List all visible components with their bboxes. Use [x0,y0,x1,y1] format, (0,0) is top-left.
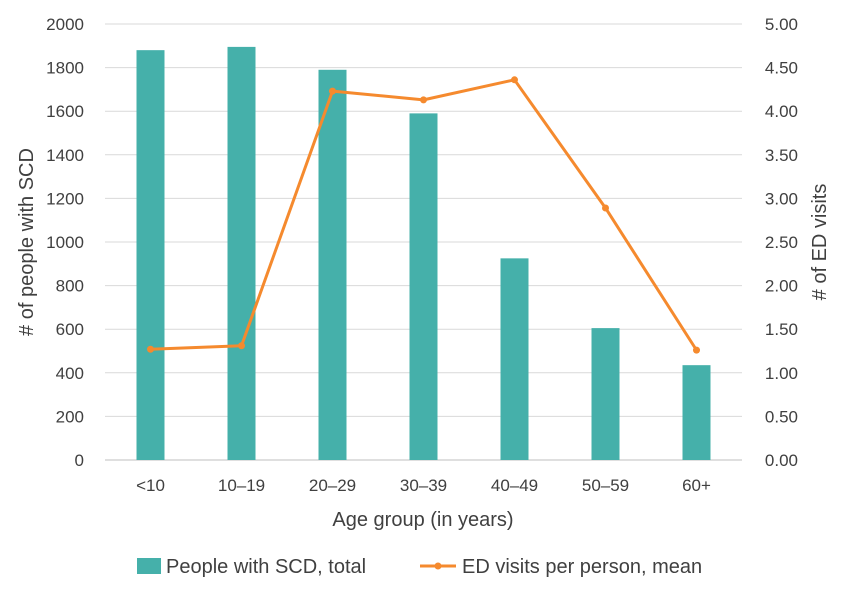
y-tick-label: 1000 [46,233,84,252]
x-tick-label: 60+ [682,476,711,495]
y2-tick-label: 4.00 [765,102,798,121]
legend: People with SCD, total ED visits per per… [137,556,702,578]
y-tick-label: 800 [56,277,84,296]
x-axis-label: Age group (in years) [332,509,513,531]
y-tick-label: 200 [56,407,84,426]
y-tick-label: 600 [56,320,84,339]
y-tick-label: 1400 [46,146,84,165]
y-tick-label: 400 [56,364,84,383]
line-point [511,76,518,84]
x-tick-label: 40–49 [491,476,538,495]
y-tick-label: 1200 [46,189,84,208]
y2-tick-label: 0.00 [765,451,798,470]
y2-tick-label: 1.00 [765,364,798,383]
x-tick-label: 10–19 [218,476,265,495]
y2-tick-label: 3.50 [765,146,798,165]
bar [136,50,165,460]
x-tick-label: <10 [136,476,165,495]
y2-tick-label: 4.50 [765,59,798,78]
bar [227,46,256,460]
legend-label-bar: People with SCD, total [166,556,366,578]
line-point [238,342,245,350]
y-axis-label: # of people with SCD [16,148,38,336]
line-point [602,204,609,212]
bar [591,328,620,460]
bar [500,258,529,460]
y2-tick-label: 0.50 [765,407,798,426]
bar [318,69,347,460]
y2-tick-label: 3.00 [765,189,798,208]
y2-tick-label: 2.50 [765,233,798,252]
x-tick-label: 20–29 [309,476,356,495]
y2-tick-label: 1.50 [765,320,798,339]
x-tick-label: 50–59 [582,476,629,495]
line-point [693,346,700,354]
bar [409,113,438,460]
y2-tick-label: 2.00 [765,277,798,296]
bar [682,365,711,460]
legend-label-line: ED visits per person, mean [462,556,702,578]
y2-tick-label: 5.00 [765,15,798,34]
line-point [420,96,427,104]
y-tick-label: 0 [75,451,84,470]
legend-swatch-marker [434,562,442,570]
legend-swatch-bar [137,558,161,574]
line-point [329,87,336,95]
y2-axis-label: # of ED visits [809,184,831,301]
y-tick-label: 1800 [46,59,84,78]
y-tick-label: 2000 [46,15,84,34]
y-tick-label: 1600 [46,102,84,121]
x-tick-label: 30–39 [400,476,447,495]
line-point [147,345,154,353]
